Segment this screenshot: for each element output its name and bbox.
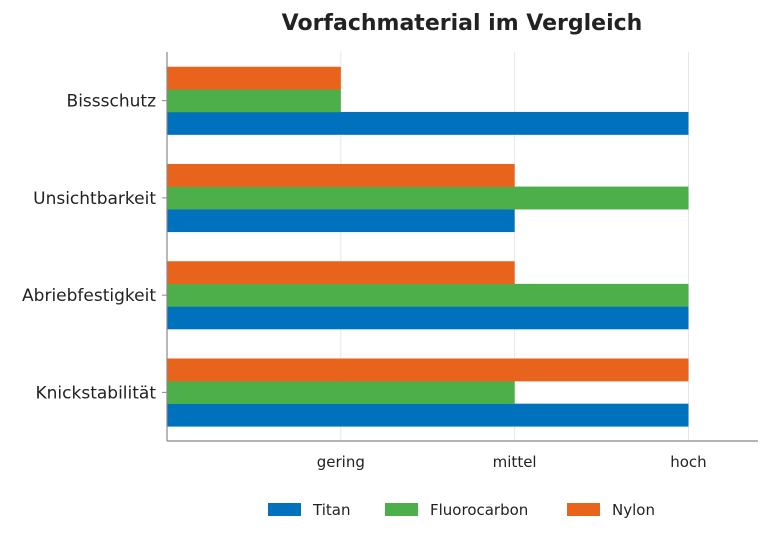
legend-label: Fluorocarbon	[430, 501, 528, 519]
bar-nylon	[167, 358, 689, 382]
legend: Titan Fluorocarbon Nylon	[268, 501, 655, 519]
category-label: Abriebfestigkeit	[22, 286, 156, 306]
x-tick-label: gering	[317, 453, 365, 471]
category-label: Unsichtbarkeit	[33, 189, 156, 209]
bar-nylon	[167, 163, 515, 187]
bar-fluorocarbon	[167, 381, 515, 404]
bar-fluorocarbon	[167, 89, 341, 113]
x-tick-label: hoch	[670, 453, 706, 471]
x-tick-label: mittel	[493, 453, 537, 471]
legend-swatch	[385, 503, 418, 516]
bar-titan	[167, 209, 515, 233]
x-tick-labels: gering mittel hoch	[317, 453, 707, 471]
bar-titan	[167, 306, 689, 330]
category-label: Knickstabilität	[36, 383, 157, 403]
bar-fluorocarbon	[167, 186, 689, 210]
legend-swatch	[268, 503, 301, 516]
axes	[166, 52, 758, 442]
legend-label: Titan	[312, 501, 350, 519]
legend-label: Nylon	[612, 501, 655, 519]
bar-titan	[167, 111, 689, 135]
bar-nylon	[167, 66, 341, 90]
bar-fluorocarbon	[167, 283, 689, 307]
bar-nylon	[167, 261, 515, 285]
chart-title: Vorfachmaterial im Vergleich	[282, 11, 643, 36]
bars	[167, 66, 689, 427]
category-label: Bissschutz	[67, 92, 157, 112]
category-labels: Bissschutz Unsichtbarkeit Abriebfestigkeit…	[22, 92, 167, 403]
bar-titan	[167, 403, 689, 427]
legend-swatch	[567, 503, 600, 516]
